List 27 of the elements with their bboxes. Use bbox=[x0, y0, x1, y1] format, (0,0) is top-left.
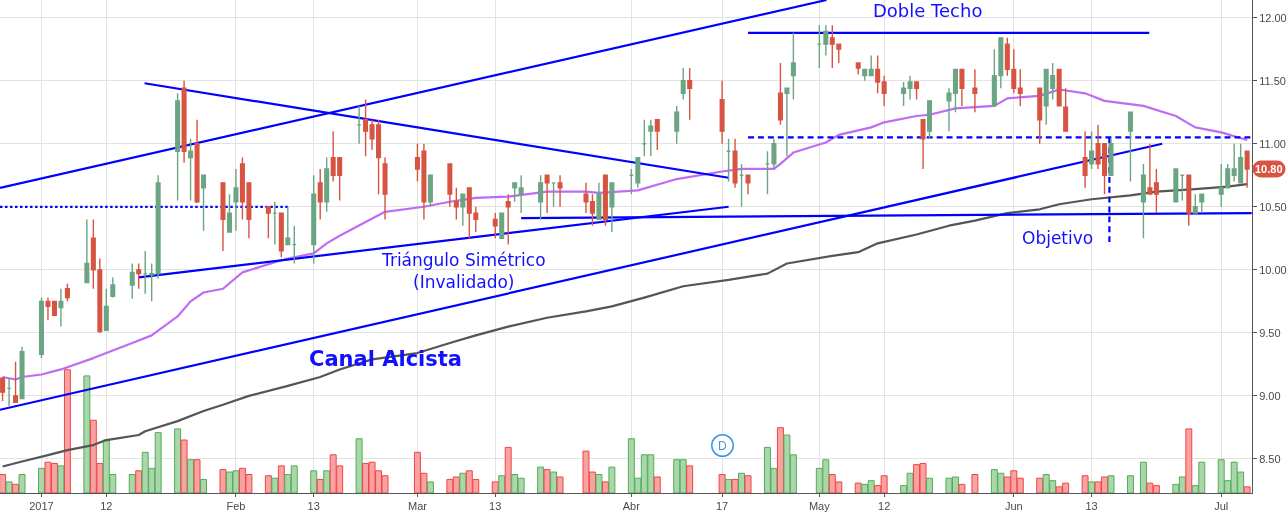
y-tick-label: 12.00 bbox=[1259, 11, 1287, 24]
annotation: Doble Techo bbox=[873, 0, 983, 21]
x-tick-label: 17 bbox=[715, 500, 729, 513]
annotation: Triángulo Simétrico (Invalidado) bbox=[381, 250, 546, 293]
x-tick-label: 13 bbox=[489, 500, 502, 513]
x-tick-label: Mar bbox=[407, 500, 428, 513]
x-tick-label: Abr bbox=[622, 500, 641, 513]
annotation: Objetivo bbox=[1022, 228, 1094, 248]
x-tick-label: 12 bbox=[100, 500, 113, 513]
text: 10.80 bbox=[1255, 163, 1283, 175]
y-tick-label: 9.50 bbox=[1259, 326, 1281, 339]
x-tick-label: May bbox=[808, 500, 831, 513]
y-tick-label: 8.50 bbox=[1259, 452, 1281, 465]
x-tick-label: 13 bbox=[1085, 500, 1098, 513]
y-tick-label: 10.00 bbox=[1259, 263, 1287, 276]
y-tick-label: 11.50 bbox=[1259, 74, 1286, 87]
annotation: D bbox=[718, 438, 727, 453]
annotation: Canal Alcista bbox=[309, 347, 463, 371]
x-tick-label: 12 bbox=[878, 500, 891, 513]
y-tick-label: 9.00 bbox=[1259, 389, 1281, 402]
x-tick-label: Jul bbox=[1214, 500, 1229, 513]
x-tick-label: 2017 bbox=[29, 500, 54, 513]
y-tick-label: 11.00 bbox=[1259, 137, 1286, 150]
x-tick-label: Jun bbox=[1004, 500, 1023, 513]
x-tick-label: Feb bbox=[226, 500, 246, 513]
x-tick-label: 13 bbox=[307, 500, 320, 513]
y-tick-label: 10.50 bbox=[1259, 200, 1287, 213]
